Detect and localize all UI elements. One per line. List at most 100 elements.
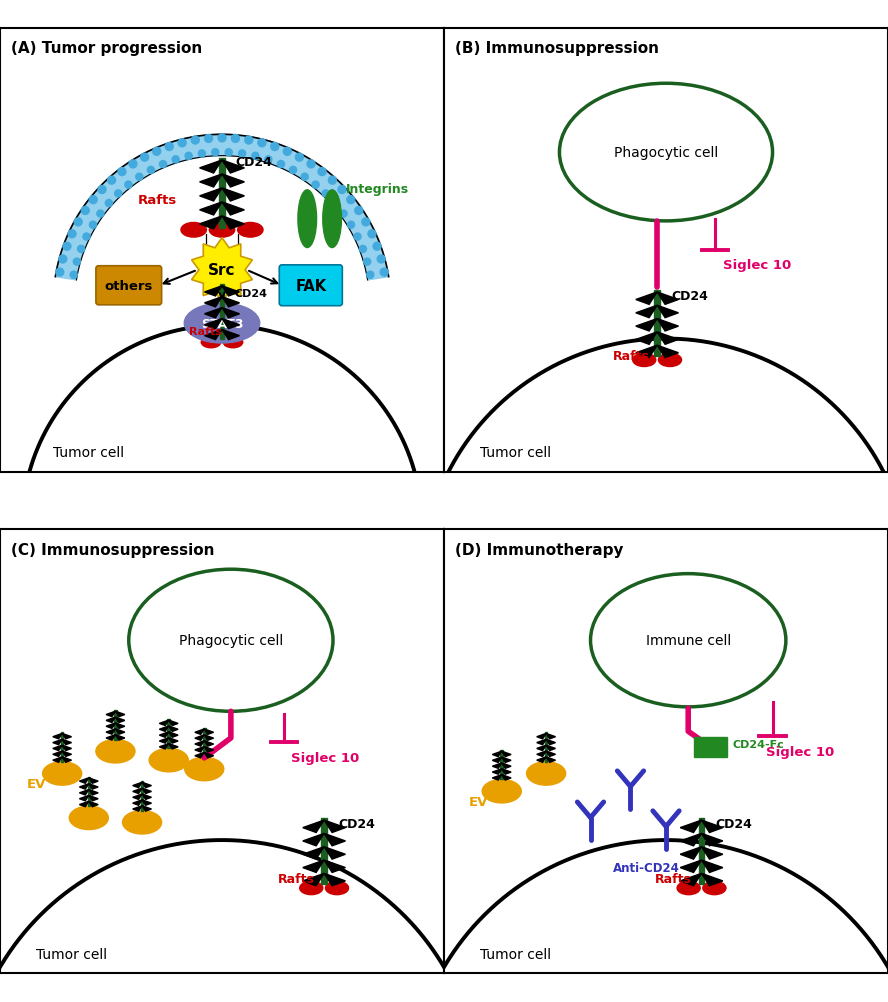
Ellipse shape — [181, 223, 206, 237]
Ellipse shape — [322, 190, 341, 248]
Ellipse shape — [677, 882, 700, 895]
Circle shape — [160, 161, 167, 168]
Polygon shape — [492, 764, 502, 769]
Polygon shape — [106, 717, 115, 722]
Circle shape — [165, 143, 173, 151]
Text: Phagocytic cell: Phagocytic cell — [178, 633, 283, 647]
Bar — [168, 719, 170, 748]
Polygon shape — [79, 796, 89, 801]
Text: Siglec 10: Siglec 10 — [291, 752, 359, 765]
Polygon shape — [200, 216, 222, 229]
Circle shape — [97, 210, 104, 217]
Polygon shape — [0, 841, 480, 1002]
Ellipse shape — [184, 304, 259, 344]
Polygon shape — [222, 298, 240, 308]
Polygon shape — [115, 734, 125, 740]
Polygon shape — [204, 729, 214, 734]
Polygon shape — [502, 758, 511, 763]
Polygon shape — [303, 834, 324, 846]
Bar — [654, 291, 660, 357]
Circle shape — [106, 200, 113, 207]
Text: Immune cell: Immune cell — [646, 633, 731, 647]
Circle shape — [75, 218, 83, 226]
Circle shape — [245, 137, 253, 145]
Polygon shape — [680, 874, 702, 886]
Circle shape — [107, 177, 115, 185]
Circle shape — [232, 135, 240, 143]
Polygon shape — [502, 752, 511, 757]
Polygon shape — [62, 752, 72, 757]
Bar — [61, 732, 63, 762]
Polygon shape — [52, 733, 62, 739]
Polygon shape — [536, 733, 546, 739]
Polygon shape — [222, 216, 244, 229]
Polygon shape — [408, 841, 888, 1002]
Polygon shape — [89, 778, 99, 784]
Text: Siglec 10: Siglec 10 — [723, 259, 791, 272]
Polygon shape — [132, 795, 142, 800]
Bar — [115, 710, 116, 739]
Text: CD24: CD24 — [338, 817, 376, 830]
Polygon shape — [204, 309, 222, 319]
FancyBboxPatch shape — [96, 267, 162, 306]
Polygon shape — [324, 821, 345, 833]
Polygon shape — [636, 320, 657, 332]
Polygon shape — [324, 834, 345, 846]
Ellipse shape — [123, 811, 162, 835]
Circle shape — [136, 174, 143, 181]
Circle shape — [77, 246, 84, 254]
Circle shape — [283, 148, 291, 156]
Polygon shape — [79, 778, 89, 784]
Text: Rafts: Rafts — [277, 873, 314, 886]
Polygon shape — [680, 847, 702, 860]
Bar — [321, 818, 327, 885]
Polygon shape — [169, 743, 178, 749]
Text: Anti-CD24: Anti-CD24 — [613, 862, 679, 875]
Circle shape — [347, 196, 355, 204]
Circle shape — [331, 200, 338, 207]
Polygon shape — [636, 346, 657, 359]
Polygon shape — [303, 847, 324, 860]
Polygon shape — [702, 834, 723, 846]
Polygon shape — [142, 795, 152, 800]
Polygon shape — [159, 732, 169, 737]
Text: Rafts: Rafts — [613, 349, 650, 362]
Circle shape — [218, 134, 226, 142]
Polygon shape — [502, 769, 511, 775]
Circle shape — [191, 137, 199, 145]
Polygon shape — [222, 202, 244, 215]
Circle shape — [363, 259, 370, 266]
Polygon shape — [657, 293, 678, 305]
Polygon shape — [702, 874, 723, 886]
Polygon shape — [192, 238, 252, 303]
Polygon shape — [115, 723, 125, 728]
Ellipse shape — [69, 807, 108, 830]
Circle shape — [377, 256, 385, 264]
Polygon shape — [115, 711, 125, 717]
Circle shape — [56, 269, 64, 277]
Text: CD24-Fc: CD24-Fc — [733, 739, 784, 749]
Text: Tumor cell: Tumor cell — [480, 947, 551, 961]
Circle shape — [277, 161, 284, 168]
Ellipse shape — [185, 758, 224, 781]
Polygon shape — [106, 729, 115, 734]
Polygon shape — [159, 737, 169, 743]
Circle shape — [98, 186, 106, 194]
Text: (D) Immunotherapy: (D) Immunotherapy — [455, 542, 623, 557]
Polygon shape — [324, 874, 345, 886]
Polygon shape — [204, 320, 222, 330]
Polygon shape — [204, 753, 214, 759]
Polygon shape — [200, 160, 222, 173]
Ellipse shape — [299, 882, 322, 895]
Text: EV: EV — [469, 795, 488, 808]
Polygon shape — [106, 734, 115, 740]
Circle shape — [153, 148, 161, 156]
Circle shape — [301, 174, 308, 181]
Circle shape — [373, 242, 381, 250]
Ellipse shape — [591, 574, 786, 707]
Circle shape — [289, 167, 297, 174]
Ellipse shape — [43, 762, 82, 786]
Circle shape — [380, 269, 388, 277]
Polygon shape — [222, 287, 240, 297]
Polygon shape — [52, 739, 62, 745]
